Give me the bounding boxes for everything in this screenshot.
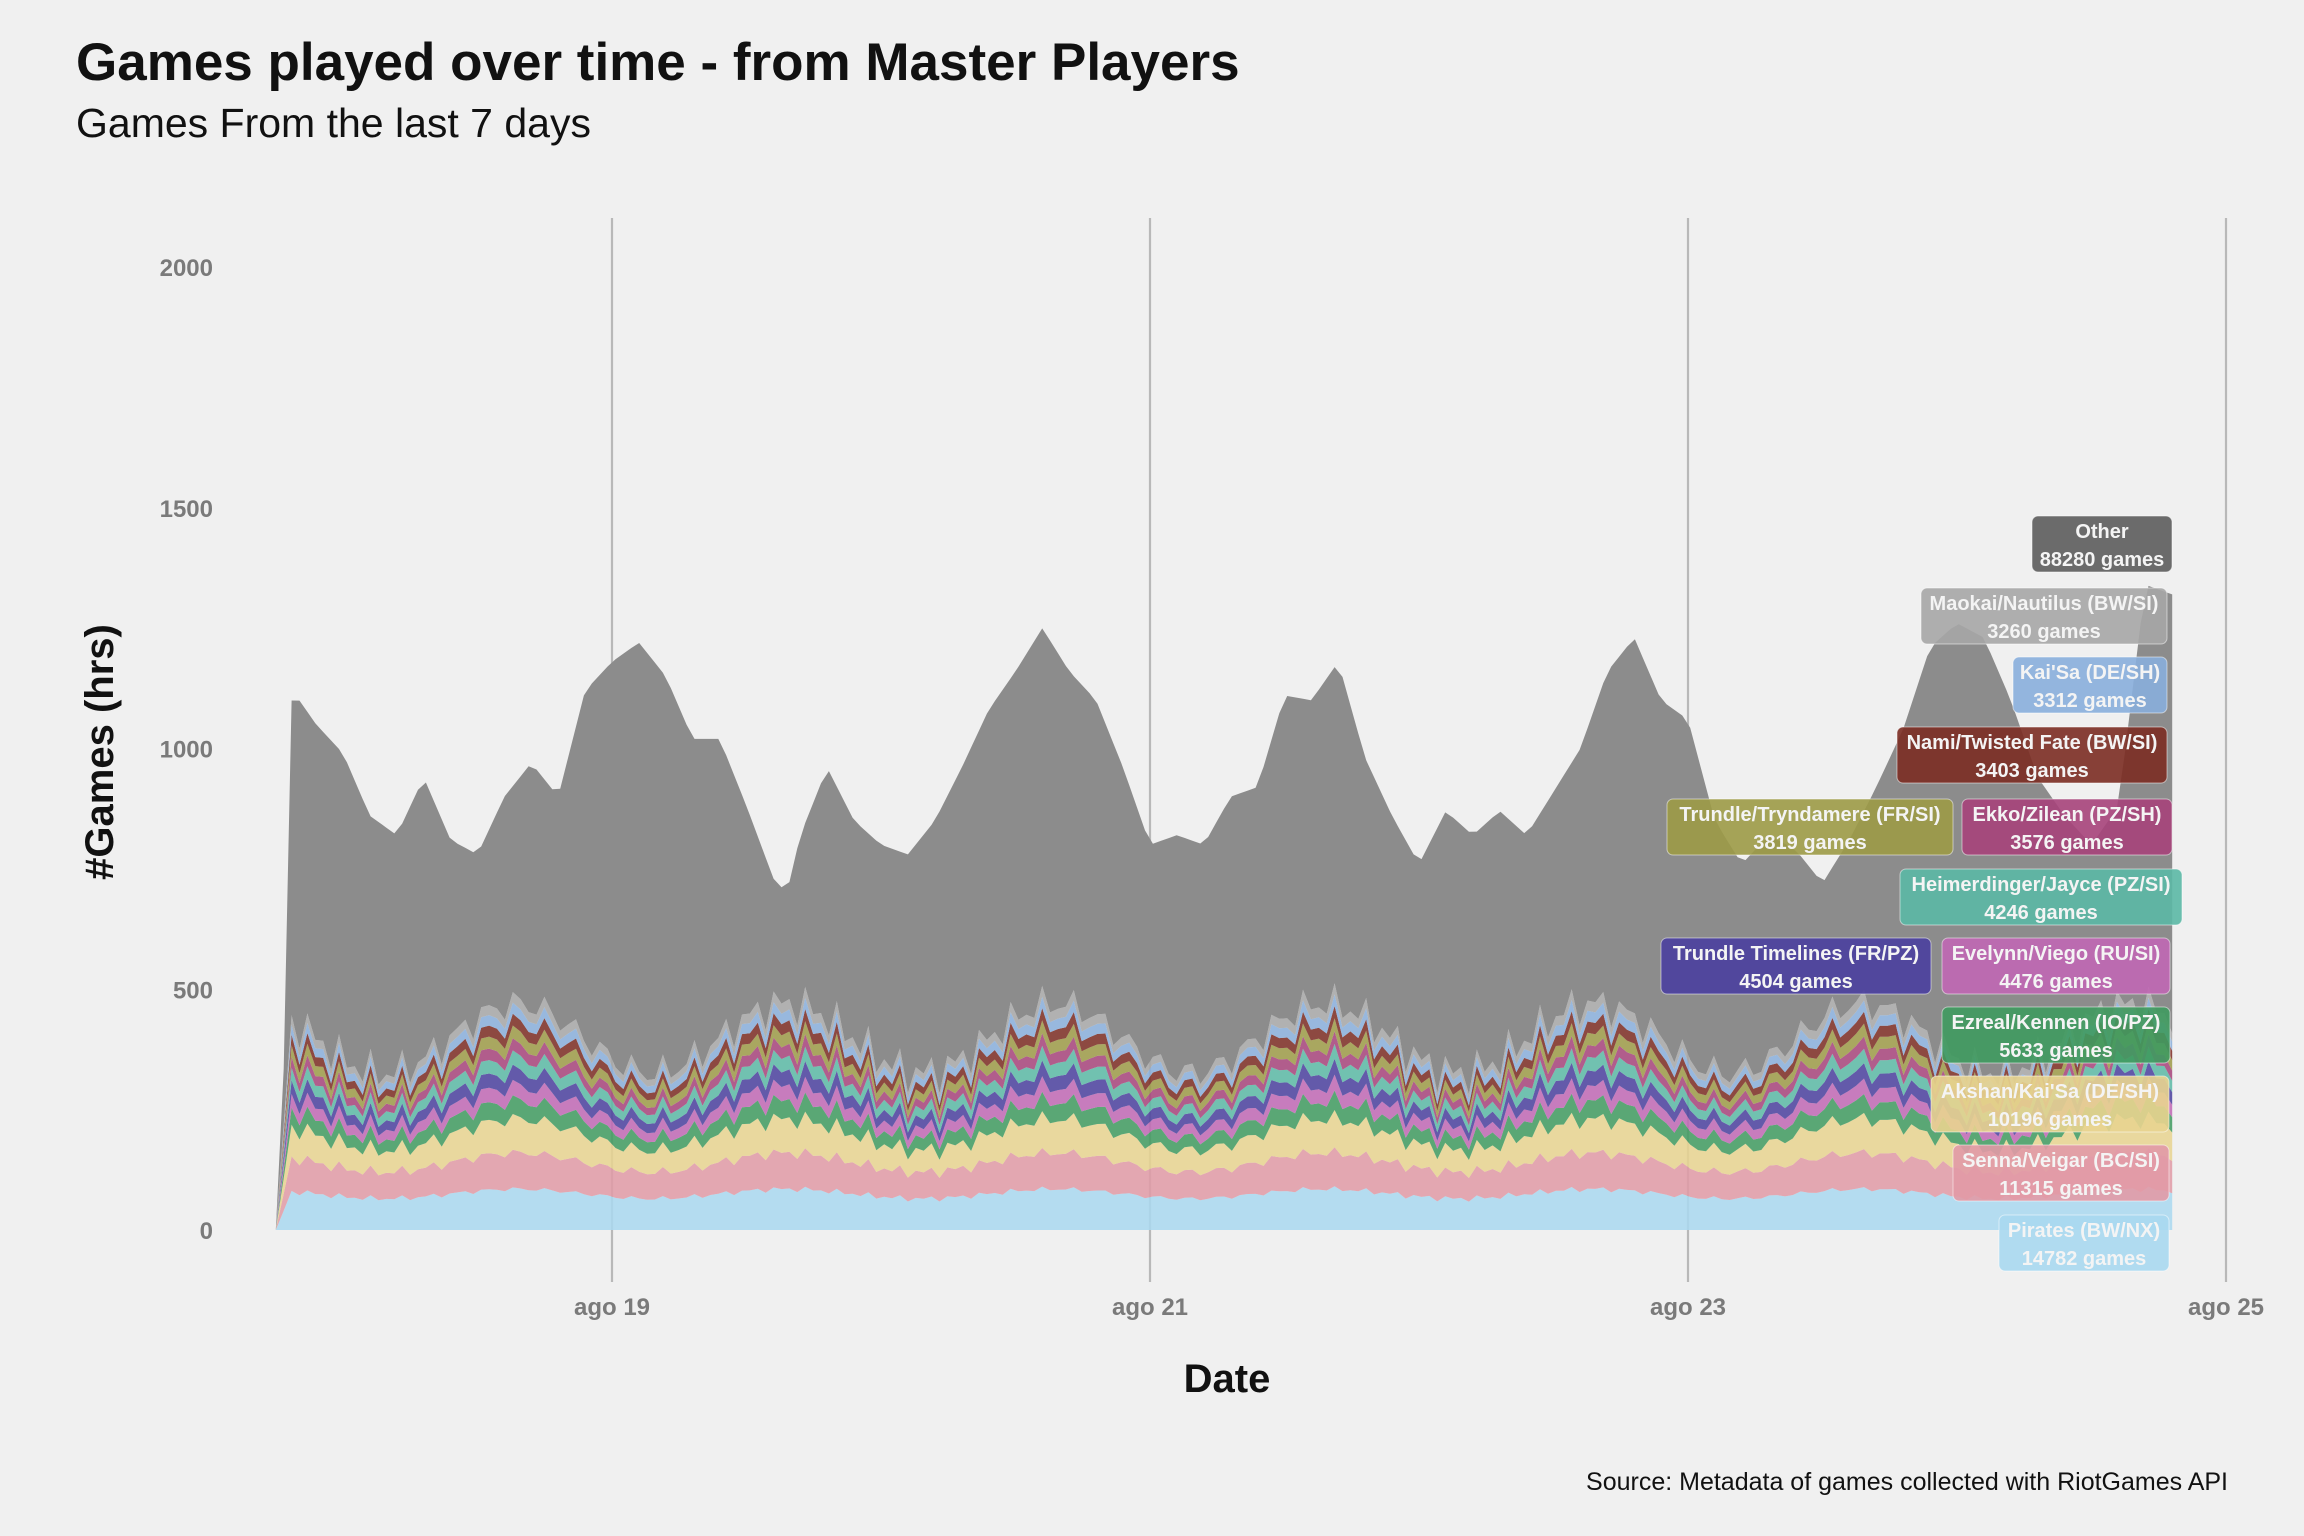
label-heimerdinger-jayce-pz-si: Heimerdinger/Jayce (PZ/SI) 4246 games <box>1899 868 2183 926</box>
y-tick-label: 0 <box>200 1218 213 1245</box>
area-series <box>275 585 2173 1230</box>
label-kai-sa-de-sh: Kai'Sa (DE/SH) 3312 games <box>2012 656 2168 714</box>
label-box <box>2031 515 2173 573</box>
label-series-name: Trundle Timelines (FR/PZ) <box>1673 943 1919 965</box>
label-evelynn-viego-ru-si: Evelynn/Viego (RU/SI) 4476 games <box>1941 937 2171 995</box>
label-series-name: Maokai/Nautilus (BW/SI) <box>1930 593 2159 615</box>
label-series-total: 4246 games <box>1984 902 2097 924</box>
label-box <box>1930 1075 2170 1133</box>
label-trundle-tryndamere-fr-si: Trundle/Tryndamere (FR/SI) 3819 games <box>1666 798 1954 856</box>
label-series-name: Heimerdinger/Jayce (PZ/SI) <box>1912 874 2171 896</box>
y-tick-label: 2000 <box>160 255 213 282</box>
label-series-total: 5633 games <box>1999 1040 2112 1062</box>
x-tick-label: ago 23 <box>1650 1294 1726 1321</box>
label-series-total: 3576 games <box>2010 832 2123 854</box>
label-series-total: 14782 games <box>2022 1248 2147 1270</box>
label-trundle-timelines-fr-pz: Trundle Timelines (FR/PZ) 4504 games <box>1660 937 1932 995</box>
x-tick-label: ago 21 <box>1112 1294 1188 1321</box>
label-series-total: 10196 games <box>1988 1109 2113 1131</box>
label-box <box>1961 798 2173 856</box>
y-tick-label: 500 <box>173 977 213 1004</box>
label-series-total: 88280 games <box>2040 549 2165 571</box>
label-series-name: Akshan/Kai'Sa (DE/SH) <box>1941 1081 2159 1103</box>
area-other <box>275 585 2173 1230</box>
label-series-name: Evelynn/Viego (RU/SI) <box>1952 943 2161 965</box>
chart-title: Games played over time - from Master Pla… <box>76 33 1240 92</box>
label-series-name: Trundle/Tryndamere (FR/SI) <box>1679 804 1940 826</box>
label-box <box>1666 798 1954 856</box>
label-box <box>2012 656 2168 714</box>
label-series-name: Other <box>2075 521 2129 543</box>
label-series-total: 4476 games <box>1999 971 2112 993</box>
label-box <box>1998 1214 2170 1272</box>
label-series-total: 3403 games <box>1975 760 2088 782</box>
label-box <box>1952 1144 2170 1202</box>
label-series-name: Ekko/Zilean (PZ/SH) <box>1973 804 2162 826</box>
label-nami-twisted-fate-bw-si: Nami/Twisted Fate (BW/SI) 3403 games <box>1896 726 2168 784</box>
label-senna-veigar-bc-si: Senna/Veigar (BC/SI) 11315 games <box>1952 1144 2170 1202</box>
label-box <box>1941 937 2171 995</box>
label-box <box>1660 937 1932 995</box>
area-pirates-bw-nx <box>275 1186 2173 1230</box>
label-series-total: 3312 games <box>2033 690 2146 712</box>
area-senna-veigar-bc-si <box>275 1147 2173 1230</box>
label-series-name: Pirates (BW/NX) <box>2008 1220 2160 1242</box>
label-box <box>1896 726 2168 784</box>
label-series-name: Senna/Veigar (BC/SI) <box>1962 1150 2160 1172</box>
chart-subtitle: Games From the last 7 days <box>76 100 591 146</box>
label-series-total: 3819 games <box>1753 832 1866 854</box>
label-ekko-zilean-pz-sh: Ekko/Zilean (PZ/SH) 3576 games <box>1961 798 2173 856</box>
label-other: Other 88280 games <box>2031 515 2173 573</box>
label-box <box>1899 868 2183 926</box>
source-caption: Source: Metadata of games collected with… <box>1586 1468 2228 1496</box>
label-box <box>1920 587 2168 645</box>
label-akshan-kai-sa-de-sh: Akshan/Kai'Sa (DE/SH) 10196 games <box>1930 1075 2170 1133</box>
y-tick-label: 1000 <box>160 737 213 764</box>
label-series-total: 3260 games <box>1987 621 2100 643</box>
x-axis-title: Date <box>1184 1357 1271 1401</box>
y-axis-title: #Games (hrs) <box>78 624 122 880</box>
series-labels: Pirates (BW/NX) 14782 games Senna/Veigar (… <box>1660 515 2183 1272</box>
label-series-total: 11315 games <box>1999 1178 2122 1200</box>
y-tick-label: 1500 <box>160 496 213 523</box>
x-tick-label: ago 25 <box>2188 1294 2264 1321</box>
label-series-name: Kai'Sa (DE/SH) <box>2020 662 2160 684</box>
x-tick-label: ago 19 <box>574 1294 650 1321</box>
label-ezreal-kennen-io-pz: Ezreal/Kennen (IO/PZ) 5633 games <box>1941 1006 2171 1064</box>
label-pirates-bw-nx: Pirates (BW/NX) 14782 games <box>1998 1214 2170 1272</box>
label-maokai-nautilus-bw-si: Maokai/Nautilus (BW/SI) 3260 games <box>1920 587 2168 645</box>
label-box <box>1941 1006 2171 1064</box>
axes: ago 19 ago 21 ago 23 ago 25 0 500 1000 1500 2000 <box>160 255 2264 1321</box>
area-akshan-kai-sa-de-sh <box>275 1110 2173 1230</box>
label-series-total: 4504 games <box>1739 971 1852 993</box>
label-series-name: Ezreal/Kennen (IO/PZ) <box>1952 1012 2161 1034</box>
label-series-name: Nami/Twisted Fate (BW/SI) <box>1907 732 2158 754</box>
